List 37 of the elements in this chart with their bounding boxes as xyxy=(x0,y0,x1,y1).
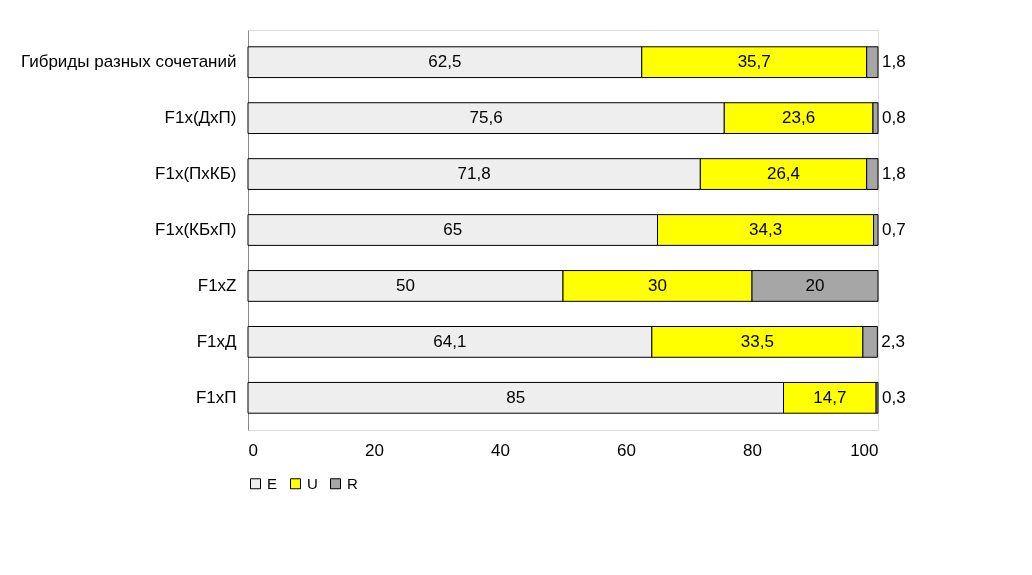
data-label: 14,7 xyxy=(813,387,847,407)
data-label: 65 xyxy=(443,220,463,239)
data-label: 2,3 xyxy=(881,331,906,351)
x-tick-label: 0 xyxy=(248,440,258,460)
x-tick-label: 100 xyxy=(850,440,879,460)
y-tick-label: F1x(ДхП) xyxy=(164,108,237,128)
data-label: 71,8 xyxy=(457,164,491,184)
x-tick-label: 80 xyxy=(743,440,762,460)
data-label: 30 xyxy=(648,275,667,295)
data-label: 1,8 xyxy=(882,164,906,184)
y-tick-label: F1xД xyxy=(196,331,237,351)
y-tick-label: F1x(ПхКБ) xyxy=(155,164,237,184)
data-label: 85 xyxy=(506,387,526,407)
data-label: 62,5 xyxy=(428,52,462,72)
data-label: 0,8 xyxy=(882,108,906,128)
data-label: 75,6 xyxy=(469,108,503,128)
legend-label: R xyxy=(347,474,358,492)
data-label: 35,7 xyxy=(737,52,771,72)
data-label: 26,4 xyxy=(766,164,801,184)
data-label: 0,3 xyxy=(882,387,906,407)
data-label: 33,5 xyxy=(740,331,774,351)
y-tick-label: F1xП xyxy=(195,387,237,407)
legend-label: E xyxy=(267,474,278,492)
legend-label: U xyxy=(307,474,318,492)
data-label: 23,6 xyxy=(782,108,816,128)
data-label: 64,1 xyxy=(433,331,467,351)
y-tick-label: F1xZ xyxy=(197,275,237,295)
x-tick-label: 60 xyxy=(617,440,636,460)
data-label: 50 xyxy=(396,275,415,295)
y-tick-label: Гибриды разных сочетаний xyxy=(20,52,237,72)
data-label: 1,8 xyxy=(882,52,906,72)
x-tick-label: 40 xyxy=(491,440,510,460)
y-tick-label: F1x(КБхП) xyxy=(155,220,237,239)
x-tick-label: 20 xyxy=(365,440,384,460)
data-label: 20 xyxy=(805,275,825,295)
data-label: 34,3 xyxy=(749,220,783,239)
data-label: 0,7 xyxy=(882,220,906,239)
